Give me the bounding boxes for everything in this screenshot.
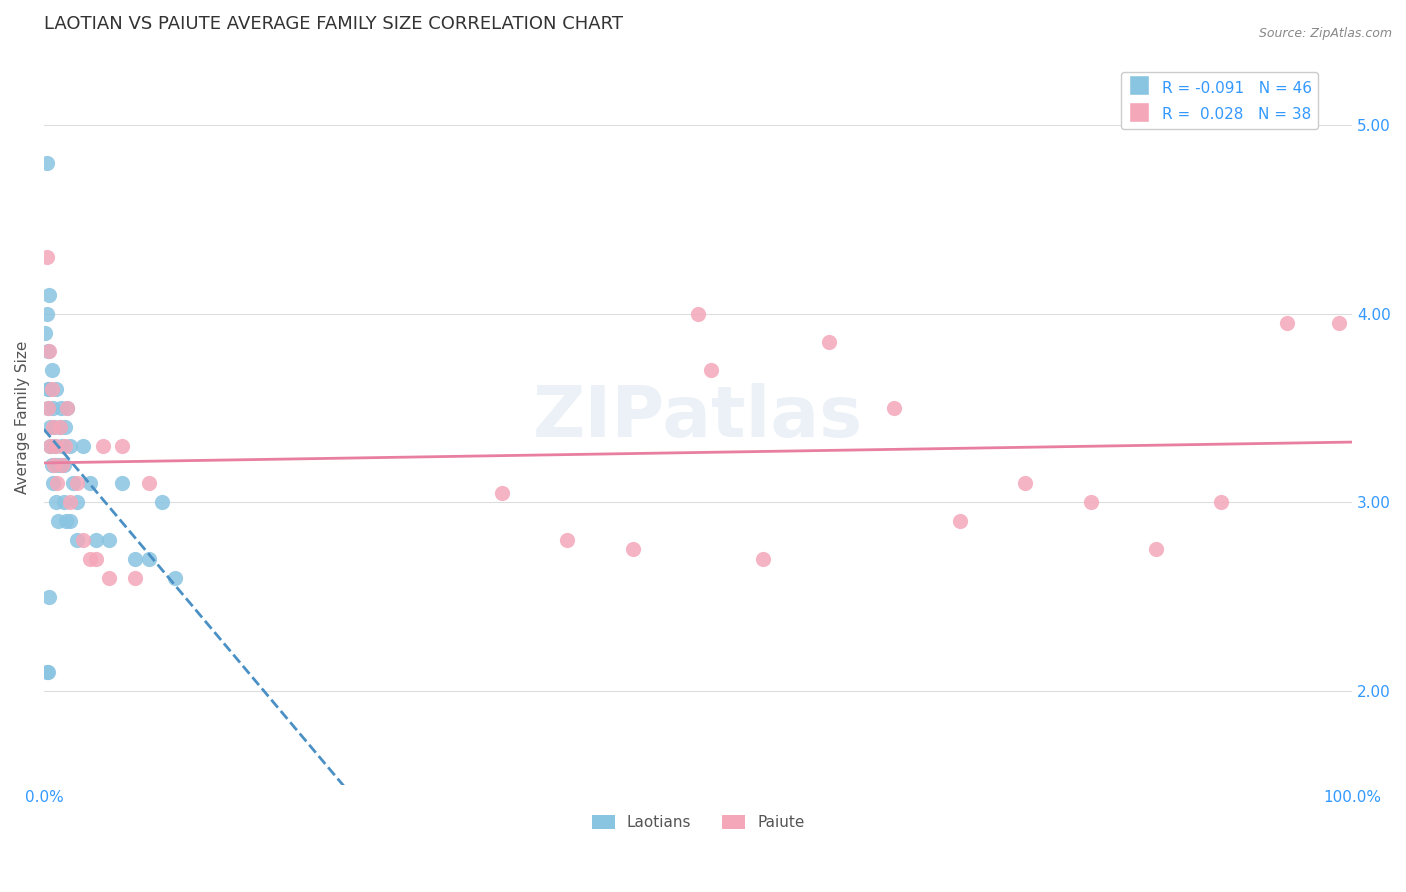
Point <box>37 665 59 679</box>
Point <box>38 382 60 396</box>
Text: ZIPatlas: ZIPatlas <box>533 383 863 452</box>
Point <box>37 382 59 396</box>
Point <box>491 486 513 500</box>
Point <box>44 439 66 453</box>
Point <box>37 344 59 359</box>
Point <box>1014 476 1036 491</box>
Point <box>91 439 114 453</box>
Point <box>44 458 66 472</box>
Point <box>555 533 578 547</box>
Point <box>35 156 58 170</box>
Point <box>98 533 121 547</box>
Point <box>35 307 58 321</box>
Point <box>1211 495 1233 509</box>
Point <box>35 250 58 264</box>
Point <box>42 420 65 434</box>
Point <box>35 665 58 679</box>
Point <box>686 307 709 321</box>
Point <box>41 458 63 472</box>
Point <box>72 533 94 547</box>
Point <box>883 401 905 415</box>
Point <box>52 458 75 472</box>
Point <box>49 401 72 415</box>
Point <box>65 495 87 509</box>
Point <box>818 334 841 349</box>
Legend: Laotians, Paiute: Laotians, Paiute <box>586 809 810 837</box>
Point <box>41 363 63 377</box>
Point <box>52 495 75 509</box>
Point <box>34 326 56 340</box>
Point <box>1144 542 1167 557</box>
Point <box>49 458 72 472</box>
Point <box>37 401 59 415</box>
Point <box>84 533 107 547</box>
Point <box>138 476 160 491</box>
Point <box>53 420 76 434</box>
Point <box>44 420 66 434</box>
Point <box>37 401 59 415</box>
Point <box>39 439 62 453</box>
Point <box>46 458 69 472</box>
Point <box>84 552 107 566</box>
Point <box>65 476 87 491</box>
Point <box>65 533 87 547</box>
Point <box>72 439 94 453</box>
Point <box>41 382 63 396</box>
Point <box>39 439 62 453</box>
Point <box>56 401 79 415</box>
Point <box>59 439 82 453</box>
Point <box>38 288 60 302</box>
Point <box>62 476 84 491</box>
Point <box>51 458 73 472</box>
Point <box>45 495 67 509</box>
Point <box>163 571 186 585</box>
Point <box>42 401 65 415</box>
Point <box>79 552 101 566</box>
Point <box>79 476 101 491</box>
Point <box>38 590 60 604</box>
Point <box>46 514 69 528</box>
Point <box>98 571 121 585</box>
Point <box>51 439 73 453</box>
Point <box>56 401 79 415</box>
Point <box>621 542 644 557</box>
Point <box>55 514 77 528</box>
Point <box>45 382 67 396</box>
Point <box>45 439 67 453</box>
Point <box>1275 316 1298 330</box>
Point <box>53 439 76 453</box>
Point <box>39 420 62 434</box>
Point <box>949 514 972 528</box>
Point <box>59 514 82 528</box>
Point <box>48 420 70 434</box>
Point <box>752 552 775 566</box>
Point <box>59 495 82 509</box>
Y-axis label: Average Family Size: Average Family Size <box>15 341 30 494</box>
Point <box>111 476 134 491</box>
Point <box>1080 495 1102 509</box>
Point <box>150 495 173 509</box>
Point <box>42 476 65 491</box>
Point <box>124 552 146 566</box>
Point <box>124 571 146 585</box>
Point <box>48 420 70 434</box>
Text: Source: ZipAtlas.com: Source: ZipAtlas.com <box>1258 27 1392 40</box>
Point <box>138 552 160 566</box>
Text: LAOTIAN VS PAIUTE AVERAGE FAMILY SIZE CORRELATION CHART: LAOTIAN VS PAIUTE AVERAGE FAMILY SIZE CO… <box>44 15 623 33</box>
Point <box>38 344 60 359</box>
Point <box>46 476 69 491</box>
Point <box>1327 316 1350 330</box>
Point <box>111 439 134 453</box>
Point <box>700 363 723 377</box>
